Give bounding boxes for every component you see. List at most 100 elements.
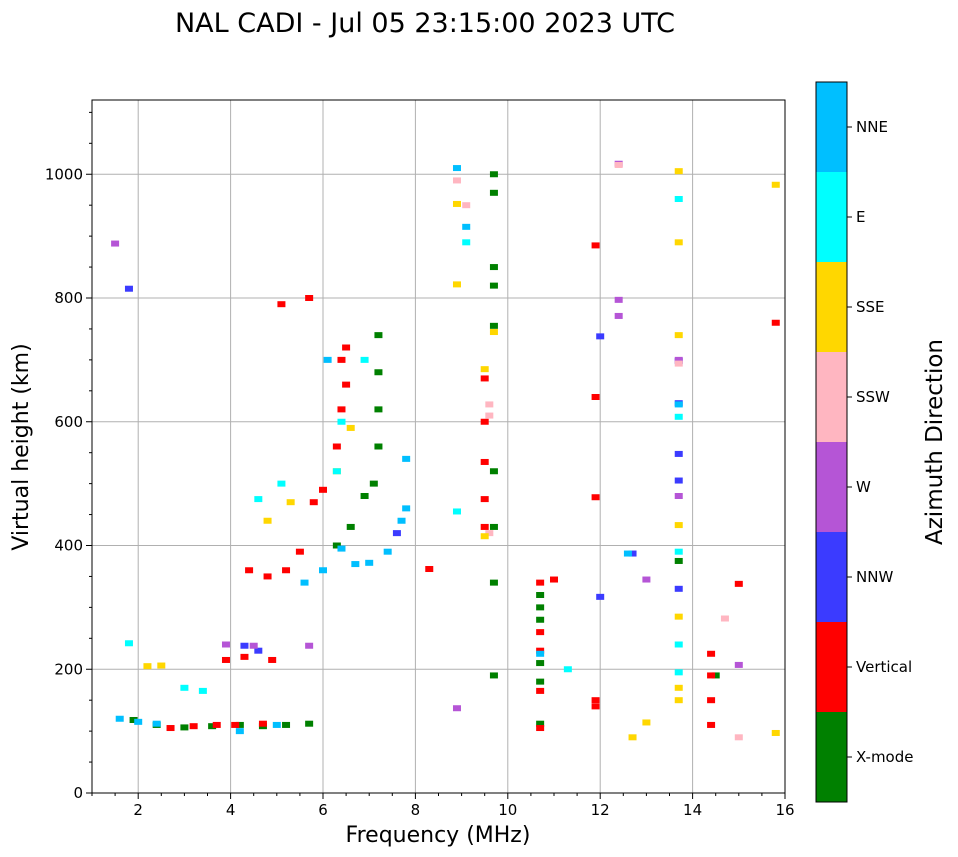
data-point-nnw [596,593,605,600]
data-point-sse [674,522,683,529]
data-point-nnw [124,285,133,292]
data-point-ssw [462,202,471,209]
data-point-e [332,468,341,475]
data-point-vertical [240,653,249,660]
data-point-e [198,687,207,694]
data-point-xmode [235,721,244,728]
data-point-xmode [489,468,498,475]
data-point-vertical [480,523,489,530]
data-point-nne [462,223,471,230]
colorbar-tick-label: X-mode [856,748,913,766]
data-point-nne [452,165,461,172]
data-point-sse [489,329,498,336]
data-point-nnw [240,642,249,649]
data-point-xmode [369,480,378,487]
y-tick-label: 0 [73,784,83,802]
colorbar-tick-label: Vertical [856,658,912,676]
data-point-sse [263,517,272,524]
data-point-vertical [591,242,600,249]
data-point-w [452,705,461,712]
data-point-nne [402,505,411,512]
data-point-nne [383,548,392,555]
colorbar-tick-label: SSE [856,298,885,316]
x-tick-label: 2 [133,801,143,819]
colorbar-swatch [816,712,847,802]
data-point-nne [337,545,346,552]
data-point-nne [365,559,374,566]
data-point-xmode [374,332,383,339]
data-point-vertical [337,406,346,413]
data-point-sse [346,424,355,431]
data-point-vertical [212,721,221,728]
data-point-sse [674,168,683,175]
x-tick-label: 16 [775,801,794,819]
data-point-vertical [480,375,489,382]
data-point-w [734,661,743,668]
colorbar-label: Azimuth Direction [922,339,948,545]
data-point-ssw [485,401,494,408]
data-point-ssw [674,360,683,367]
x-tick-label: 8 [411,801,421,819]
data-point-sse [452,281,461,288]
data-point-xmode [489,282,498,289]
data-point-w [614,312,623,319]
data-point-e [674,413,683,420]
data-point-e [254,496,263,503]
data-point-nne [300,579,309,586]
colorbar-frame [815,81,848,803]
data-point-vertical [282,567,291,574]
data-point-vertical [309,499,318,506]
colorbar-tick-label: W [856,478,871,496]
data-point-vertical [771,319,780,326]
data-point-sse [143,663,152,670]
data-point-xmode [374,369,383,376]
colorbar-swatch [816,622,847,712]
data-point-vertical [707,672,716,679]
y-tick-label: 1000 [45,165,83,183]
data-point-xmode [536,604,545,611]
data-point-nne [402,455,411,462]
x-axis-ticks: 2 4 6 8 10 12 14 16 [91,793,795,819]
data-point-sse [480,366,489,373]
data-point-ssw [614,161,623,168]
colorbar-tick-label: NNE [856,118,888,136]
data-point-vertical [337,356,346,363]
data-point-sse [642,719,651,726]
data-point-nnw [392,530,401,537]
data-point-vertical [536,725,545,732]
data-point-vertical [480,418,489,425]
data-point-sse [452,200,461,207]
data-point-w [305,642,314,649]
data-point-e [277,480,286,487]
y-tick-label: 200 [54,660,83,678]
data-point-sse [674,239,683,246]
data-point-nne [674,401,683,408]
data-point-sse [771,181,780,188]
data-point-vertical [480,458,489,465]
data-point-xmode [674,557,683,564]
data-point-vertical [591,394,600,400]
data-point-vertical [342,344,351,351]
data-point-w [674,356,683,363]
data-point-vertical [221,656,230,663]
data-point-sse [628,734,637,741]
grid [92,100,786,794]
data-point-nne [235,728,244,735]
data-point-xmode [374,406,383,413]
data-point-vertical [332,443,341,450]
data-point-vertical [707,721,716,728]
data-point-xmode [489,523,498,530]
data-point-vertical [258,720,267,727]
data-point-sse [286,499,295,506]
data-point-vertical [268,656,277,663]
data-point-vertical [591,703,600,710]
data-point-nne [319,567,327,574]
x-tick-label: 4 [226,801,236,819]
colorbar-swatch [816,352,847,442]
colorbar: X-mode Vertical NNW W SSW SSE E NNE [815,81,913,803]
data-point-nne [134,718,143,725]
data-point-xmode [208,723,217,730]
data-point-e [360,356,369,363]
data-point-xmode [711,672,720,679]
data-point-vertical [591,697,600,704]
